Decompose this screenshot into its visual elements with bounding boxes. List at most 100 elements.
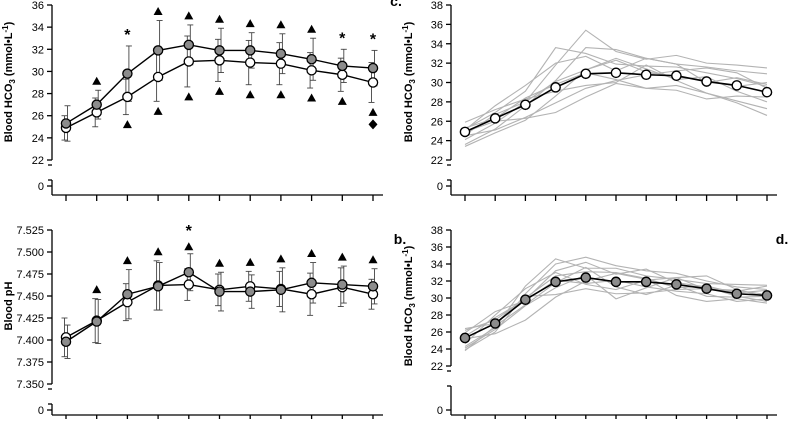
annotation-triangle-lower (184, 92, 194, 101)
mean-data-point (731, 80, 743, 91)
mean-data-point (671, 279, 682, 290)
panel-label: c. (390, 0, 402, 9)
data-point-white (337, 69, 348, 81)
annotation-triangle-lower (276, 90, 286, 99)
annotation-triangle (215, 14, 224, 23)
y-tick-label: 36 (431, 242, 443, 254)
mean-data-point (701, 76, 712, 87)
y-tick-label: 32 (431, 276, 443, 288)
individual-line (464, 272, 768, 340)
individual-line (464, 55, 768, 131)
y-axis-label-part: Blood HCO (3, 83, 15, 142)
y-axis-label-part: Blood HCO (403, 307, 415, 366)
y-tick-label: 7.475 (16, 269, 44, 281)
annotation-triangle (184, 242, 194, 251)
data-point-grey (60, 336, 72, 348)
data-point-grey (337, 60, 348, 72)
y-axis-label-part: ) (403, 245, 415, 249)
y-axis-label: Blood HCO3 (mmol•L-1) (401, 21, 417, 142)
y-axis-label-part: -1 (401, 249, 410, 257)
y-tick-label: 38 (431, 225, 443, 237)
y-tick-label: 30 (431, 78, 443, 90)
y-tick-label: 38 (431, 0, 443, 12)
y-tick-label: 26 (431, 116, 443, 128)
significance-asterisk: * (370, 31, 377, 48)
mean-data-point (580, 68, 592, 80)
y-axis-label-part: 3 (408, 303, 417, 308)
data-point-grey (152, 45, 164, 56)
mean-data-point (640, 276, 652, 288)
individual-line (464, 72, 768, 129)
panel-label: b. (394, 231, 406, 247)
data-point-grey (275, 284, 287, 296)
annotation-triangle (307, 249, 317, 258)
significance-asterisk: * (186, 223, 193, 240)
individual-line (464, 67, 768, 137)
annotation-triangle (92, 76, 102, 85)
data-point-grey (183, 266, 195, 278)
annotation-triangle (184, 11, 194, 20)
y-tick-label: 7.450 (16, 291, 44, 303)
y-tick-label: 32 (431, 58, 443, 70)
individual-line (464, 47, 768, 130)
series-line-grey (65, 271, 374, 343)
individual-line (464, 64, 768, 123)
mean-data-point (489, 113, 501, 124)
mean-data-point (550, 82, 561, 93)
y-tick-label: 26 (32, 111, 44, 123)
data-point-grey (183, 39, 195, 51)
data-point-grey (367, 281, 379, 292)
annotation-triangle (307, 24, 317, 33)
individual-line (464, 57, 768, 147)
mean-data-point (761, 290, 773, 301)
y-tick-label: 30 (32, 66, 44, 78)
annotation-triangle-lower (337, 96, 347, 105)
annotation-triangle (122, 256, 132, 265)
data-point-grey (91, 316, 102, 327)
y-axis-label-part: (mmol•L (3, 32, 15, 79)
y-tick-label: 24 (32, 133, 44, 145)
mean-data-point (610, 67, 622, 79)
mean-data-point (731, 288, 743, 300)
y-axis-label-part: -1 (1, 25, 10, 33)
y-axis-label: Blood HCO3 (mmol•L-1) (1, 21, 17, 142)
mean-data-point (640, 69, 652, 81)
y-axis-label-part: (mmol•L (403, 256, 415, 303)
data-point-grey (60, 118, 72, 129)
individual-line (464, 271, 768, 331)
panel-d: 22 24 26 28 30 32 34 36 38 0 Blood HCO3 (mmol•L-1)… (401, 225, 788, 421)
y-tick-label-zero: 0 (38, 405, 44, 417)
data-point-white (214, 55, 225, 66)
data-point-white (306, 288, 317, 300)
y-tick-label: 22 (431, 155, 443, 167)
y-tick-label: 7.350 (16, 379, 44, 391)
annotation-triangle (153, 247, 163, 256)
y-axis-label: Blood HCO3 (mmol•L-1) (401, 245, 417, 366)
significance-asterisk: * (339, 30, 346, 47)
mean-data-point (580, 272, 592, 283)
panel-c: 22 24 26 28 30 32 34 36 38 0 Blood HCO3 (mmol•L-1)… (390, 0, 777, 201)
y-axis-label-part: Blood pH (3, 282, 15, 331)
y-axis-label-part: (mmol•L (403, 32, 415, 79)
panel-label: d. (776, 231, 788, 247)
y-tick-label: 34 (32, 22, 44, 34)
annotation-triangle-lower (153, 106, 163, 115)
data-point-grey (214, 286, 225, 297)
y-tick-label: 36 (431, 19, 443, 31)
annotation-triangle (215, 258, 224, 267)
mean-data-point (489, 318, 501, 329)
y-tick-label: 22 (431, 361, 443, 373)
y-axis-label-part: ) (403, 21, 415, 25)
data-point-grey (306, 277, 317, 289)
annotation-triangle (245, 257, 255, 266)
y-tick-label-zero: 0 (437, 181, 443, 193)
y-axis-label-part: ) (3, 21, 15, 25)
y-tick-label: 32 (32, 44, 44, 56)
annotation-triangle-lower (368, 107, 378, 116)
y-tick-label: 7.375 (16, 357, 44, 369)
data-point-white (183, 279, 195, 290)
data-point-grey (244, 286, 256, 297)
mean-data-point (671, 70, 682, 82)
